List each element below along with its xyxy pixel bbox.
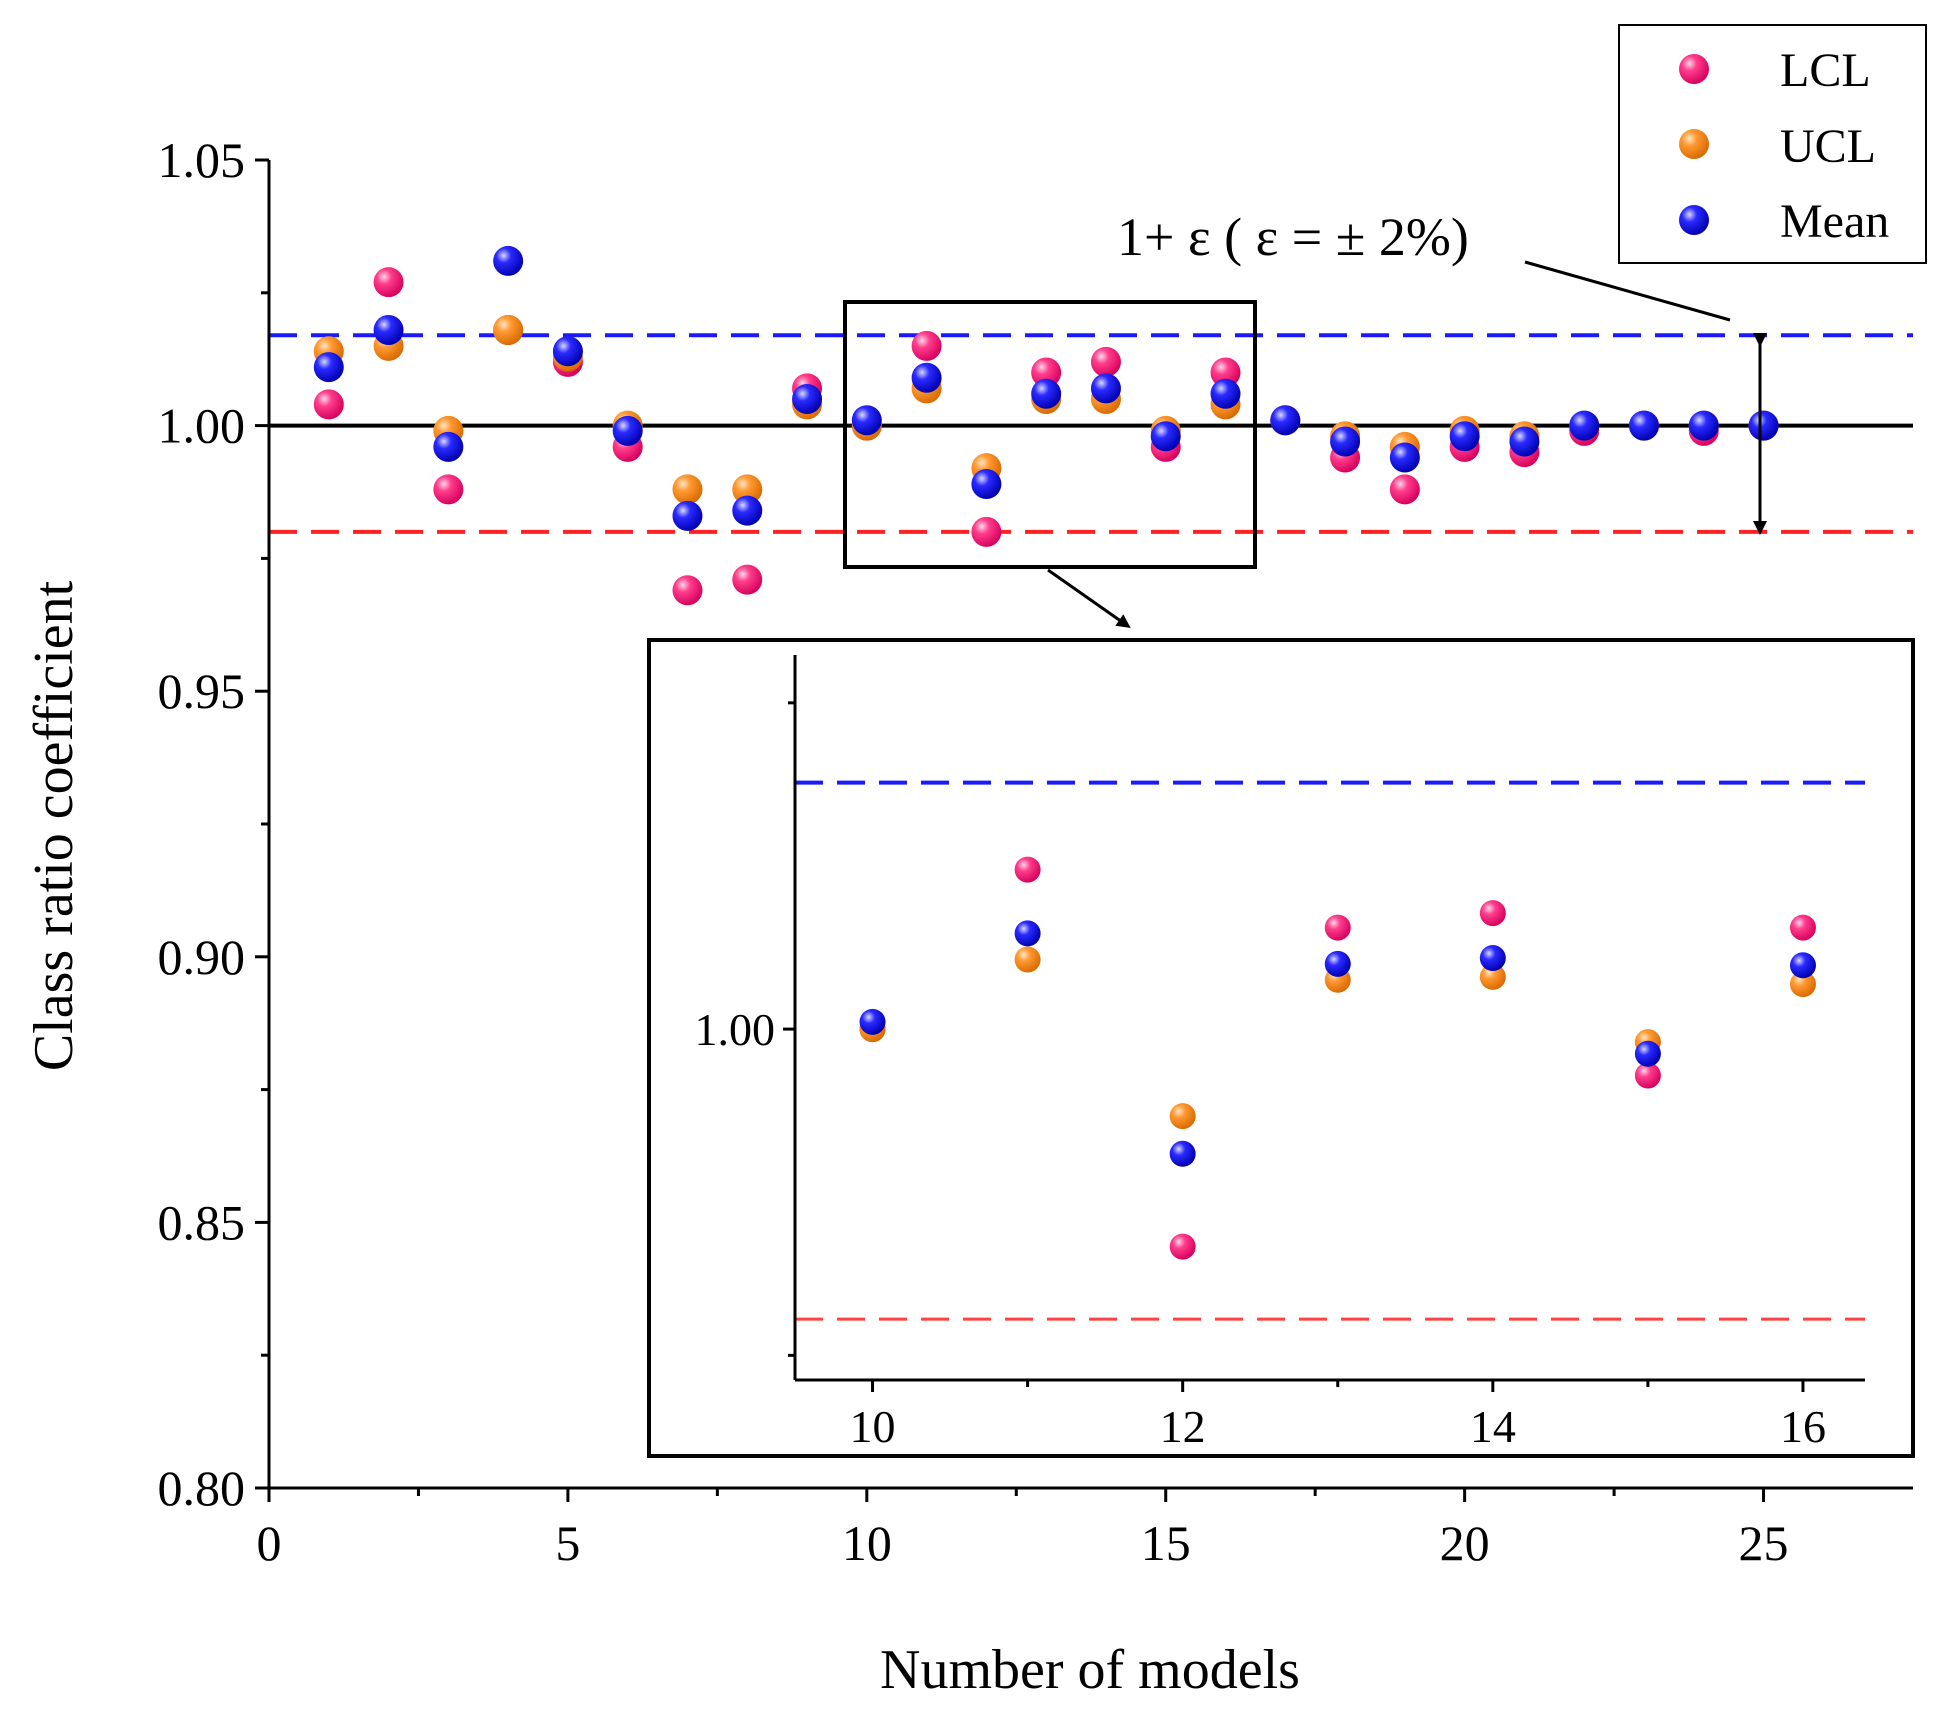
- inset-y-tick-label: 1.00: [695, 1004, 776, 1055]
- inset-point-lcl: [1324, 914, 1351, 941]
- point-ucl: [672, 474, 703, 505]
- point-mean: [1389, 442, 1420, 473]
- point-mean: [373, 314, 404, 345]
- point-lcl: [971, 516, 1002, 547]
- inset-x-tick-label: 16: [1780, 1401, 1826, 1452]
- x-tick-label: 20: [1440, 1515, 1490, 1571]
- point-mean: [612, 415, 643, 446]
- point-lcl: [433, 474, 464, 505]
- point-mean: [1628, 410, 1659, 441]
- legend-marker-ucl: [1679, 129, 1709, 159]
- point-mean: [1509, 426, 1540, 457]
- main-axes: 0.80 0.85 0.90 0.95 1.00 1.05 0 5 10 15 20 25: [158, 132, 1913, 1571]
- inset-reference-lines: [795, 780, 1865, 1321]
- inset-point-lcl: [1479, 900, 1506, 927]
- inset-point-ucl: [1479, 963, 1506, 990]
- inset-x-tick-label: 10: [850, 1401, 896, 1452]
- point-mean: [792, 384, 823, 415]
- inset-point-mean: [1324, 950, 1351, 977]
- inset-data-points: [859, 856, 1816, 1260]
- inset-frame: [647, 638, 1915, 1458]
- point-lcl: [732, 564, 763, 595]
- point-mean: [911, 362, 942, 393]
- point-mean: [1031, 378, 1062, 409]
- y-tick-label: 0.95: [158, 663, 246, 719]
- point-mean: [971, 469, 1002, 500]
- x-axis-title: Number of models: [880, 1639, 1300, 1701]
- y-axis-title: Class ratio coefficient: [23, 580, 85, 1071]
- legend-box: [1618, 24, 1927, 264]
- inset-point-lcl: [1014, 856, 1041, 883]
- point-mean: [552, 336, 583, 367]
- point-lcl: [672, 575, 703, 606]
- point-lcl: [1090, 346, 1121, 377]
- inset-point-lcl: [1169, 1233, 1196, 1260]
- legend-label-mean: Mean: [1780, 195, 1889, 248]
- y-tick-label: 0.80: [158, 1460, 246, 1516]
- point-mean: [732, 495, 763, 526]
- point-lcl: [1210, 357, 1241, 388]
- inset-point-ucl: [1789, 971, 1816, 998]
- legend: LCL UCL Mean: [1618, 24, 1927, 264]
- epsilon-annotation: 1+ ε ( ε = ± 2%): [1117, 207, 1469, 267]
- x-tick-label: 5: [555, 1515, 580, 1571]
- x-tick-label: 15: [1141, 1515, 1191, 1571]
- reference-lines: [269, 333, 1913, 534]
- inset-point-mean: [1634, 1040, 1661, 1067]
- point-mean: [1210, 378, 1241, 409]
- inset-point-mean: [1169, 1140, 1196, 1167]
- x-tick-label: 10: [842, 1515, 892, 1571]
- point-lcl: [911, 330, 942, 361]
- inset-point-lcl: [1789, 914, 1816, 941]
- annotation-leader-line: [1524, 260, 1731, 322]
- point-lcl: [373, 267, 404, 298]
- x-tick-label: 25: [1739, 1515, 1789, 1571]
- zoom-region-box: [843, 300, 1257, 569]
- point-mean: [493, 245, 524, 276]
- point-mean: [851, 405, 882, 436]
- legend-label-ucl: UCL: [1780, 120, 1876, 173]
- inset-x-tick-label: 12: [1160, 1401, 1206, 1452]
- y-tick-label: 1.00: [158, 398, 246, 454]
- inset-point-mean: [859, 1008, 886, 1035]
- legend-marker-mean: [1679, 205, 1709, 235]
- inset-x-tick-label: 14: [1470, 1401, 1516, 1452]
- inset-point-lcl: [1634, 1062, 1661, 1089]
- point-mean: [1449, 421, 1480, 452]
- point-lcl: [1031, 357, 1062, 388]
- point-mean: [1688, 410, 1719, 441]
- y-tick-label: 0.85: [158, 1194, 246, 1250]
- inset-point-mean: [1479, 945, 1506, 972]
- legend-label-lcl: LCL: [1780, 44, 1871, 97]
- point-lcl: [313, 389, 344, 420]
- point-ucl: [493, 314, 524, 345]
- inset-point-mean: [1014, 920, 1041, 947]
- legend-marker-lcl: [1679, 54, 1709, 84]
- point-mean: [1150, 421, 1181, 452]
- point-mean: [1090, 373, 1121, 404]
- point-mean: [1748, 410, 1779, 441]
- point-lcl: [1389, 474, 1420, 505]
- y-tick-label: 0.90: [158, 929, 246, 985]
- point-mean: [313, 352, 344, 383]
- point-mean: [433, 431, 464, 462]
- point-ucl: [732, 474, 763, 505]
- inset-point-ucl: [1014, 946, 1041, 973]
- main-data-points: [313, 245, 1779, 606]
- x-tick-label: 0: [257, 1515, 282, 1571]
- point-mean: [1569, 410, 1600, 441]
- point-mean: [1270, 405, 1301, 436]
- point-mean: [672, 500, 703, 531]
- inset-axes: 1.00 10 12 14 16: [695, 655, 1865, 1452]
- inset-point-ucl: [1169, 1103, 1196, 1130]
- point-mean: [1330, 426, 1361, 457]
- y-tick-label: 1.05: [158, 132, 246, 188]
- inset-point-mean: [1789, 952, 1816, 979]
- zoom-pointer-arrow: [1047, 568, 1131, 629]
